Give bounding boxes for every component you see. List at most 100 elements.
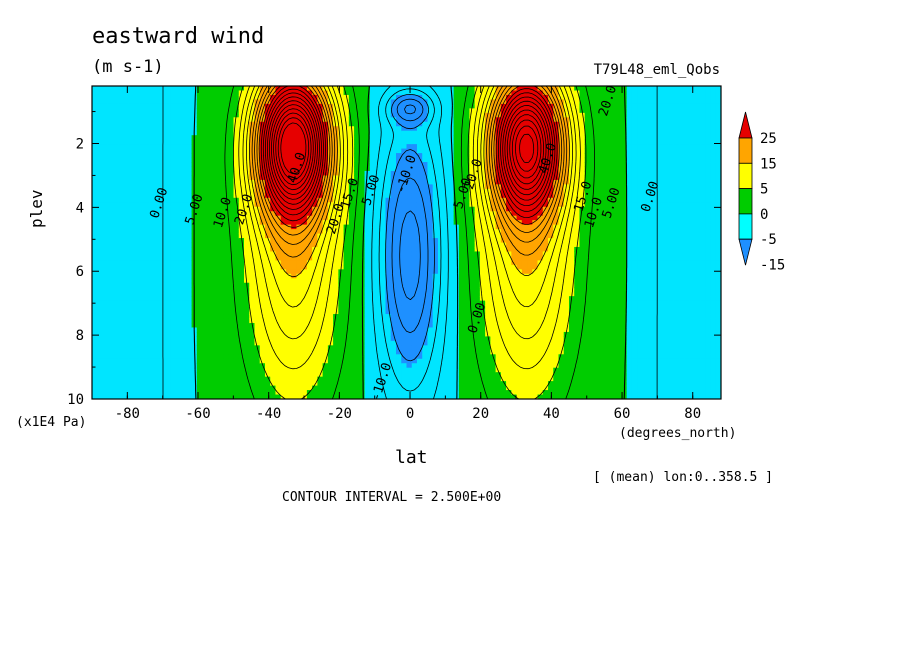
field-cell bbox=[217, 112, 224, 118]
field-cell bbox=[112, 238, 119, 244]
field-cell bbox=[338, 278, 345, 284]
field-cell bbox=[343, 273, 350, 279]
field-cell bbox=[280, 278, 287, 284]
field-cell bbox=[107, 117, 114, 123]
field-cell bbox=[233, 300, 240, 306]
field-cell bbox=[396, 242, 402, 248]
field-cell bbox=[128, 305, 135, 311]
field-cell bbox=[306, 99, 313, 105]
field-cell bbox=[259, 148, 266, 154]
field-cell bbox=[427, 206, 434, 212]
field-cell bbox=[390, 372, 397, 378]
field-cell bbox=[275, 179, 282, 185]
field-cell bbox=[207, 309, 214, 315]
field-cell bbox=[249, 269, 256, 275]
field-cell bbox=[264, 242, 271, 248]
field-cell bbox=[133, 238, 140, 244]
field-cell bbox=[396, 126, 402, 132]
field-cell bbox=[149, 291, 156, 297]
field-cell bbox=[364, 251, 371, 257]
field-cell bbox=[458, 327, 465, 333]
field-cell bbox=[233, 367, 240, 373]
field-cell bbox=[333, 314, 339, 320]
field-cell bbox=[170, 148, 177, 154]
field-cell bbox=[364, 144, 371, 150]
field-cell bbox=[238, 282, 245, 288]
field-cell bbox=[322, 260, 329, 266]
field-cell bbox=[443, 130, 450, 136]
field-cell bbox=[390, 327, 397, 333]
field-cell bbox=[296, 197, 303, 203]
field-cell bbox=[149, 157, 156, 163]
field-cell bbox=[343, 340, 350, 346]
field-cell bbox=[380, 112, 387, 118]
field-cell bbox=[97, 287, 104, 293]
field-cell bbox=[118, 282, 125, 288]
field-cell bbox=[338, 153, 345, 159]
field-cell bbox=[165, 381, 172, 387]
field-cell bbox=[464, 144, 470, 150]
field-cell bbox=[322, 381, 329, 387]
field-cell bbox=[244, 211, 250, 217]
field-cell bbox=[186, 336, 193, 342]
field-cell bbox=[333, 318, 339, 324]
field-cell bbox=[244, 376, 250, 382]
field-cell bbox=[375, 184, 381, 190]
field-cell bbox=[118, 255, 125, 261]
field-cell bbox=[448, 314, 455, 320]
field-cell bbox=[285, 157, 292, 163]
field-cell bbox=[175, 251, 182, 257]
field-cell bbox=[170, 179, 177, 185]
field-cell bbox=[144, 99, 151, 105]
field-cell bbox=[128, 233, 135, 239]
field-cell bbox=[348, 246, 355, 253]
field-cell bbox=[264, 336, 271, 342]
field-cell bbox=[259, 162, 266, 168]
field-cell bbox=[170, 260, 177, 266]
field-cell bbox=[416, 215, 423, 221]
field-cell bbox=[317, 108, 324, 114]
field-cell bbox=[223, 349, 229, 355]
field-cell bbox=[422, 233, 429, 239]
field-cell bbox=[317, 251, 324, 257]
field-cell bbox=[181, 211, 187, 217]
field-cell bbox=[327, 385, 334, 391]
field-cell bbox=[196, 291, 203, 297]
field-cell bbox=[97, 157, 104, 163]
field-cell bbox=[123, 188, 130, 194]
field-cell bbox=[296, 345, 303, 351]
field-cell bbox=[401, 135, 408, 141]
field-cell bbox=[296, 188, 303, 194]
field-cell bbox=[233, 327, 240, 333]
field-cell bbox=[118, 166, 125, 172]
field-cell bbox=[223, 121, 229, 127]
field-cell bbox=[285, 273, 292, 279]
field-cell bbox=[432, 238, 439, 244]
field-cell bbox=[133, 358, 140, 364]
field-cell bbox=[149, 166, 156, 172]
field-cell bbox=[406, 90, 413, 96]
field-cell bbox=[186, 291, 193, 297]
field-cell bbox=[149, 121, 156, 127]
field-cell bbox=[322, 220, 329, 226]
field-cell bbox=[285, 86, 292, 92]
field-cell bbox=[280, 179, 287, 185]
field-cell bbox=[264, 126, 271, 132]
field-cell bbox=[212, 197, 219, 203]
field-cell bbox=[458, 381, 465, 387]
field-cell bbox=[107, 206, 114, 212]
field-cell bbox=[437, 112, 444, 118]
field-cell bbox=[186, 287, 193, 293]
field-cell bbox=[128, 166, 135, 172]
field-cell bbox=[432, 282, 439, 288]
field-cell bbox=[406, 242, 413, 248]
field-cell bbox=[280, 372, 287, 378]
field-cell bbox=[464, 90, 470, 96]
field-cell bbox=[270, 170, 277, 177]
field-cell bbox=[107, 242, 114, 248]
field-cell bbox=[359, 229, 366, 235]
field-cell bbox=[359, 166, 366, 172]
field-cell bbox=[254, 103, 261, 109]
field-cell bbox=[338, 322, 345, 329]
field-cell bbox=[270, 296, 277, 302]
